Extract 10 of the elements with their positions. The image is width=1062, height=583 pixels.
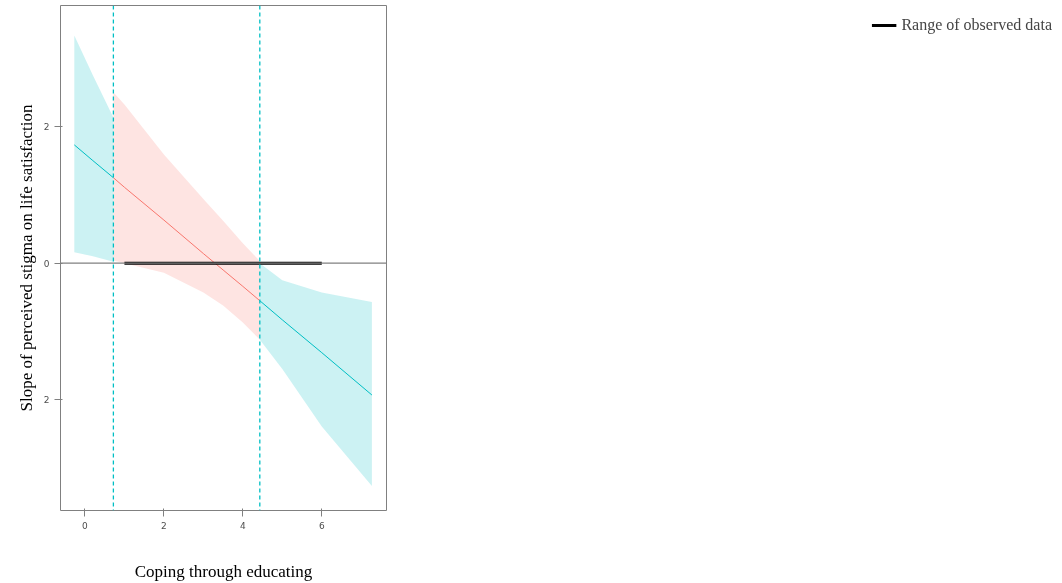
x-axis-title: Coping through educating (134, 561, 313, 581)
y-tick-label: 2 (43, 395, 50, 406)
x-tick-label: 2 (161, 520, 167, 531)
legend-label: Range of observed data (901, 16, 1052, 34)
y-axis-title: Slope of perceived stigma on life satisfaction (16, 104, 36, 412)
y-tick-label: 0 (43, 258, 50, 269)
y-tick-label: 2 (43, 121, 50, 132)
x-tick-label: 4 (239, 520, 246, 531)
x-tick-label: 6 (318, 520, 325, 531)
x-tick-label: 0 (82, 520, 89, 531)
